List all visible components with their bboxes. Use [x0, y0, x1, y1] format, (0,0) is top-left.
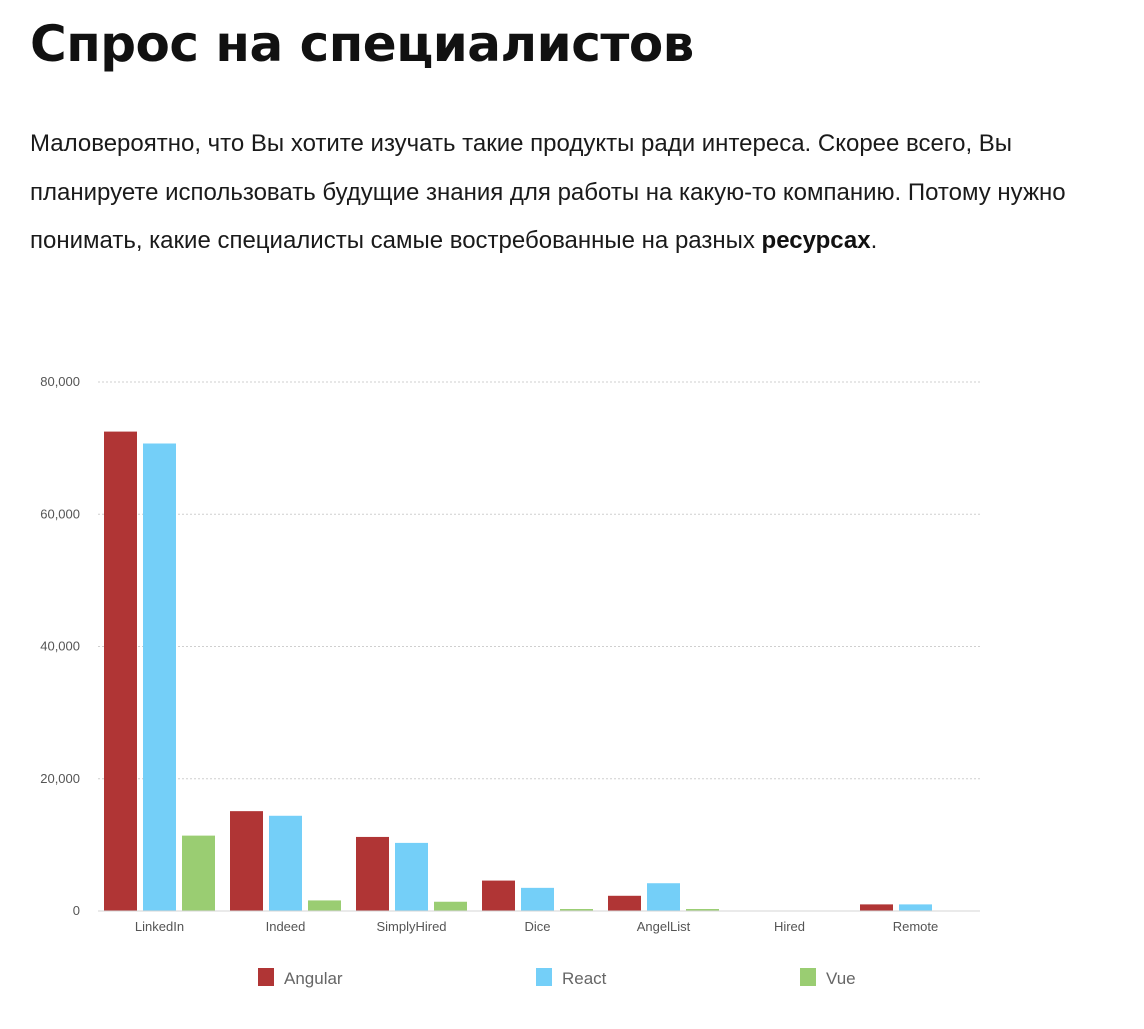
chart-legend: Angular React Vue: [258, 968, 856, 988]
x-tick-label: SimplyHired: [376, 919, 446, 934]
bar-vue-linkedin: [182, 835, 215, 911]
legend-swatch-react: [536, 968, 552, 986]
x-tick-label: LinkedIn: [135, 919, 184, 934]
intro-paragraph: Маловероятно, что Вы хотите изучать таки…: [30, 120, 1120, 266]
bar-vue-dice: [560, 909, 593, 911]
y-tick-label: 20,000: [40, 771, 80, 786]
y-tick-label: 0: [73, 903, 80, 918]
bar-react-angellist: [647, 883, 680, 911]
intro-text: Маловероятно, что Вы хотите изучать таки…: [30, 130, 1066, 254]
intro-end: .: [870, 227, 878, 254]
bar-angular-linkedin: [104, 431, 137, 911]
bar-angular-dice: [482, 880, 515, 911]
legend-label-angular: Angular: [284, 969, 343, 988]
page-title: Спрос на специалистов: [30, 15, 694, 73]
x-tick-label: Remote: [893, 919, 939, 934]
legend-swatch-vue: [800, 968, 816, 986]
legend-label-react: React: [562, 969, 607, 988]
bar-vue-angellist: [686, 909, 719, 911]
chart-grid: [98, 381, 980, 780]
bar-react-remote: [899, 904, 932, 911]
bar-chart: 0 20,000 40,000 60,000 80,000 LinkedIn Indeed…: [40, 374, 980, 988]
x-tick-label: AngelList: [637, 919, 691, 934]
x-axis: LinkedIn Indeed SimplyHired Dice AngelList Hi…: [98, 910, 980, 934]
y-axis-labels: 0 20,000 40,000 60,000 80,000: [40, 374, 80, 918]
bar-angular-remote: [860, 904, 893, 911]
bar-react-indeed: [269, 815, 302, 911]
y-tick-label: 60,000: [40, 506, 80, 521]
bar-react-dice: [521, 887, 554, 911]
bar-angular-simplyhired: [356, 836, 389, 911]
legend-swatch-angular: [258, 968, 274, 986]
y-tick-label: 40,000: [40, 639, 80, 654]
bars: [104, 431, 932, 911]
legend-label-vue: Vue: [826, 969, 856, 988]
bar-angular-angellist: [608, 895, 641, 911]
intro-bold-link: ресурсах: [761, 227, 871, 254]
x-tick-label: Indeed: [266, 919, 306, 934]
x-tick-label: Dice: [524, 919, 550, 934]
y-tick-label: 80,000: [40, 374, 80, 389]
bar-vue-indeed: [308, 900, 341, 911]
bar-angular-indeed: [230, 811, 263, 911]
bar-react-simplyhired: [395, 842, 428, 911]
bar-vue-simplyhired: [434, 901, 467, 911]
bar-react-linkedin: [143, 443, 176, 911]
x-tick-label: Hired: [774, 919, 805, 934]
